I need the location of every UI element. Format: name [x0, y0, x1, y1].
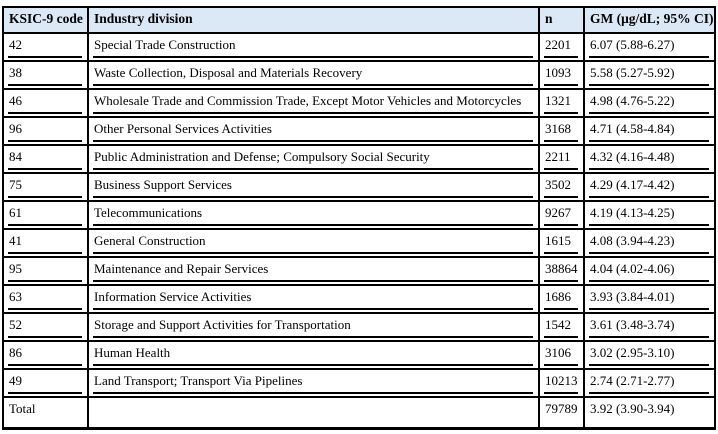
cell-industry-division: Human Health: [87, 341, 540, 370]
cell-n: 10213: [538, 369, 585, 398]
cell-n: 9267: [538, 201, 585, 230]
cell-ksic-code: 84: [2, 145, 89, 174]
table-row: 46 Wholesale Trade and Commission Trade, …: [2, 89, 716, 118]
cell-n: 1542: [538, 313, 585, 342]
cell-n: 2201: [538, 33, 585, 62]
cell-gm-ci: 4.19 (4.13-4.25): [583, 201, 716, 230]
cell-industry-division: General Construction: [87, 229, 540, 258]
table-row: 38 Waste Collection, Disposal and Materia…: [2, 61, 716, 90]
cell-ksic-code: 41: [2, 229, 89, 258]
total-cell-n: 79789: [538, 397, 585, 428]
cell-n: 1615: [538, 229, 585, 258]
cell-gm-ci: 4.32 (4.16-4.48): [583, 145, 716, 174]
cell-ksic-code: 75: [2, 173, 89, 202]
col-header-n: n: [538, 7, 585, 34]
cell-ksic-code: 86: [2, 341, 89, 370]
header-row: KSIC-9 code Industry division n GM (μg/d…: [2, 7, 716, 34]
cell-ksic-code: 38: [2, 61, 89, 90]
total-row: Total 79789 3.92 (3.90-3.94): [2, 397, 716, 428]
cell-industry-division: Wholesale Trade and Commission Trade, Ex…: [87, 89, 540, 118]
cell-ksic-code: 63: [2, 285, 89, 314]
table-row: 96 Other Personal Services Activities 3168…: [2, 117, 716, 146]
cell-industry-division: Maintenance and Repair Services: [87, 257, 540, 286]
table-row: 49 Land Transport; Transport Via Pipeline…: [2, 369, 716, 398]
cell-ksic-code: 42: [2, 33, 89, 62]
cell-industry-division: Storage and Support Activities for Trans…: [87, 313, 540, 342]
cell-industry-division: Information Service Activities: [87, 285, 540, 314]
table-row: 63 Information Service Activities 1686 3.93…: [2, 285, 716, 314]
table-row: 86 Human Health 3106 3.02 (2.95-3.10): [2, 341, 716, 370]
table-row: 41 General Construction 1615 4.08 (3.94-4.2…: [2, 229, 716, 258]
col-header-ksic-code: KSIC-9 code: [2, 7, 89, 34]
table-row: 52 Storage and Support Activities for Tra…: [2, 313, 716, 342]
cell-gm-ci: 3.61 (3.48-3.74): [583, 313, 716, 342]
total-cell-label: Total: [2, 397, 89, 428]
cell-gm-ci: 4.98 (4.76-5.22): [583, 89, 716, 118]
total-cell-gm: 3.92 (3.90-3.94): [583, 397, 716, 428]
cell-industry-division: Public Administration and Defense; Compu…: [87, 145, 540, 174]
cell-industry-division: Telecommunications: [87, 201, 540, 230]
cell-gm-ci: 3.93 (3.84-4.01): [583, 285, 716, 314]
cell-ksic-code: 96: [2, 117, 89, 146]
cell-gm-ci: 4.08 (3.94-4.23): [583, 229, 716, 258]
cell-n: 2211: [538, 145, 585, 174]
cell-industry-division: Waste Collection, Disposal and Materials…: [87, 61, 540, 90]
table-row: 61 Telecommunications 9267 4.19 (4.13-4.25): [2, 201, 716, 230]
cell-gm-ci: 4.04 (4.02-4.06): [583, 257, 716, 286]
cell-ksic-code: 49: [2, 369, 89, 398]
cell-gm-ci: 4.29 (4.17-4.42): [583, 173, 716, 202]
col-header-industry-division: Industry division: [87, 7, 540, 34]
cell-gm-ci: 2.74 (2.71-2.77): [583, 369, 716, 398]
cell-ksic-code: 95: [2, 257, 89, 286]
cell-industry-division: Special Trade Construction: [87, 33, 540, 62]
table-header: KSIC-9 code Industry division n GM (μg/d…: [2, 7, 716, 34]
cell-industry-division: Land Transport; Transport Via Pipelines: [87, 369, 540, 398]
cell-ksic-code: 46: [2, 89, 89, 118]
cell-n: 1686: [538, 285, 585, 314]
cell-n: 3168: [538, 117, 585, 146]
cell-n: 3106: [538, 341, 585, 370]
table-row: 95 Maintenance and Repair Services 38864 4.…: [2, 257, 716, 286]
cell-ksic-code: 61: [2, 201, 89, 230]
cell-industry-division: Business Support Services: [87, 173, 540, 202]
cell-gm-ci: 4.71 (4.58-4.84): [583, 117, 716, 146]
table-row: 84 Public Administration and Defense; Com…: [2, 145, 716, 174]
col-header-gm-ci: GM (μg/dL; 95% CI): [583, 7, 716, 34]
cell-n: 1321: [538, 89, 585, 118]
table-total: Total 79789 3.92 (3.90-3.94): [2, 397, 716, 428]
industry-lead-table: KSIC-9 code Industry division n GM (μg/d…: [2, 6, 716, 430]
cell-ksic-code: 52: [2, 313, 89, 342]
total-cell-division: [87, 397, 540, 428]
table-row: 75 Business Support Services 3502 4.29 (4.1…: [2, 173, 716, 202]
table-body: 42 Special Trade Construction 2201 6.07 (5.…: [2, 33, 716, 398]
cell-n: 3502: [538, 173, 585, 202]
cell-n: 1093: [538, 61, 585, 90]
cell-gm-ci: 6.07 (5.88-6.27): [583, 33, 716, 62]
table-row: 42 Special Trade Construction 2201 6.07 (5.…: [2, 33, 716, 62]
cell-gm-ci: 5.58 (5.27-5.92): [583, 61, 716, 90]
cell-n: 38864: [538, 257, 585, 286]
cell-gm-ci: 3.02 (2.95-3.10): [583, 341, 716, 370]
cell-industry-division: Other Personal Services Activities: [87, 117, 540, 146]
